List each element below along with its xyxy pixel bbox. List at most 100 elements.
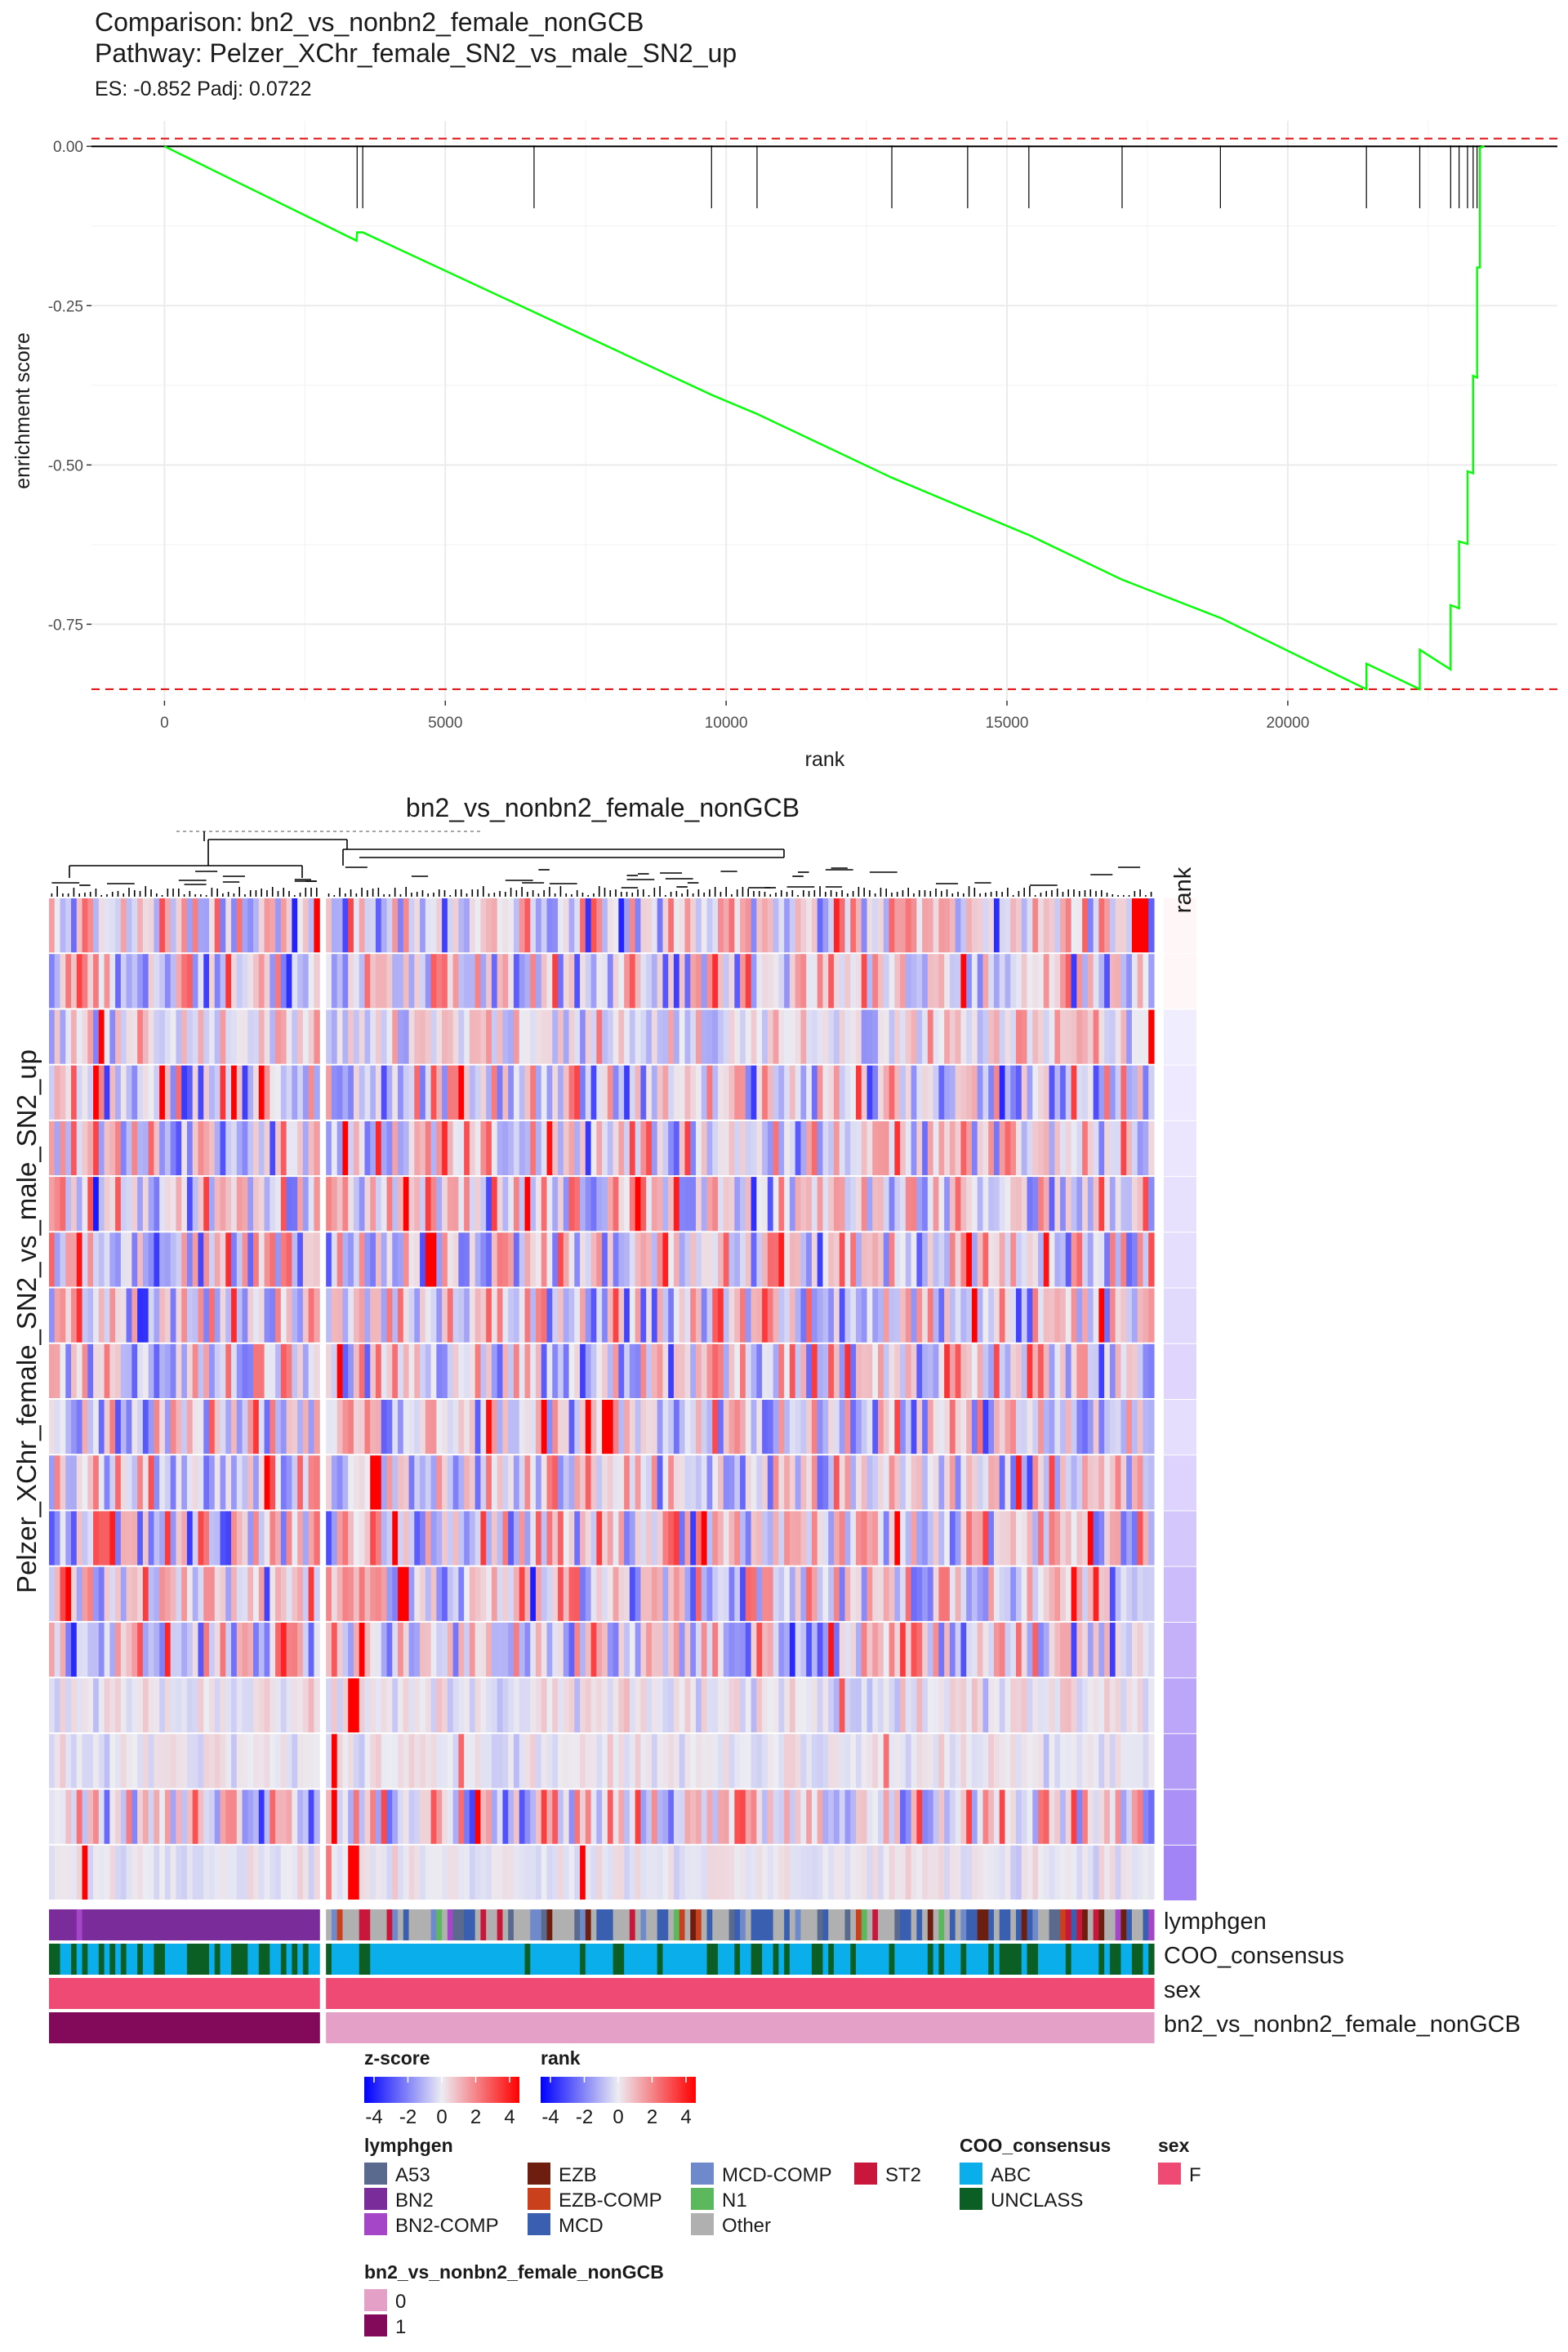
anno-coo-cell <box>856 1944 862 1975</box>
heatmap-cell <box>414 1734 421 1788</box>
heatmap-cell <box>186 1734 194 1788</box>
heatmap-cell <box>839 1120 846 1176</box>
heatmap-cell <box>469 1734 476 1788</box>
heatmap-cell <box>706 1288 713 1343</box>
heatmap-cell <box>927 1845 934 1900</box>
anno-sex-cell <box>651 1978 658 2009</box>
heatmap-cell <box>458 1120 465 1176</box>
heatmap-cell <box>247 954 254 1009</box>
heatmap-cell <box>1021 1678 1028 1733</box>
anno-sex-cell <box>800 1978 807 2009</box>
anno-coo-cell <box>258 1944 265 1975</box>
heatmap-cell <box>856 1566 862 1621</box>
heatmap-cell <box>536 1177 542 1232</box>
heatmap-cell <box>789 1455 796 1510</box>
heatmap-cell <box>546 1065 553 1120</box>
heatmap-cell <box>778 1845 785 1900</box>
heatmap-cell <box>109 1288 116 1343</box>
anno-lymphgen-cell <box>856 1909 862 1940</box>
anno-sex-cell <box>480 1978 487 2009</box>
anno-lymphgen-cell <box>646 1909 653 1940</box>
heatmap-cell <box>302 1511 310 1566</box>
anno-group-cell <box>154 2012 160 2043</box>
heatmap-cell <box>949 1622 956 1677</box>
heatmap-cell <box>154 1845 160 1900</box>
heatmap-cell <box>115 1678 122 1733</box>
heatmap-cell <box>668 1343 675 1398</box>
heatmap-cell <box>1071 1734 1077 1788</box>
heatmap-cell <box>844 1734 851 1788</box>
heatmap-cell <box>242 1288 248 1343</box>
heatmap-cell <box>568 1065 575 1120</box>
heatmap-cell <box>142 1343 149 1398</box>
heatmap-cell <box>1065 1789 1072 1844</box>
heatmap-cell <box>982 1400 989 1454</box>
heatmap-cell <box>336 1232 344 1287</box>
heatmap-cell <box>844 1232 851 1287</box>
heatmap-cell <box>806 1511 813 1566</box>
rank-cell <box>1164 1622 1196 1678</box>
heatmap-cell <box>508 1009 514 1064</box>
heatmap-cell <box>960 1511 967 1566</box>
heatmap-cell <box>822 1789 829 1844</box>
heatmap-cell <box>154 1678 160 1733</box>
heatmap-cell <box>905 1232 912 1287</box>
heatmap-cell <box>308 1400 315 1454</box>
heatmap-cell <box>784 1232 791 1287</box>
heatmap-cell <box>883 898 890 953</box>
anno-lymphgen-cell <box>993 1909 1000 1940</box>
heatmap-cell <box>894 1288 901 1343</box>
heatmap-cell <box>922 1288 929 1343</box>
anno-lymphgen-cell <box>198 1909 204 1940</box>
heatmap-cell <box>286 1288 292 1343</box>
heatmap-cell <box>342 1177 349 1232</box>
heatmap-cell <box>718 1009 724 1064</box>
heatmap-cell <box>164 954 172 1009</box>
heatmap-cell <box>712 954 719 1009</box>
heatmap-cell <box>420 1009 426 1064</box>
heatmap-cell <box>922 1622 929 1677</box>
heatmap-cell <box>275 1232 282 1287</box>
anno-group-cell <box>784 2012 791 2043</box>
heatmap-cell <box>706 1065 713 1120</box>
heatmap-cell <box>115 1288 122 1343</box>
anno-coo-cell <box>712 1944 719 1975</box>
heatmap-cell <box>148 1734 155 1788</box>
legend-label: EZB-COMP <box>559 2189 662 2212</box>
anno-sex-cell <box>728 1978 735 2009</box>
heatmap-cell <box>65 1511 72 1566</box>
heatmap-cell <box>131 1734 138 1788</box>
heatmap-cell <box>756 1678 763 1733</box>
anno-coo-cell <box>668 1944 675 1975</box>
plot-title: Comparison: bn2_vs_nonbn2_female_nonGCB <box>95 7 644 37</box>
anno-group-cell <box>861 2012 868 2043</box>
heatmap-cell <box>1049 1678 1055 1733</box>
heatmap-cell <box>436 1511 443 1566</box>
heatmap-cell <box>292 1232 298 1287</box>
heatmap-cell <box>474 1455 482 1510</box>
heatmap-cell <box>275 1622 282 1677</box>
heatmap-cell <box>563 1400 570 1454</box>
heatmap-cell <box>590 1065 597 1120</box>
heatmap-cell <box>789 898 796 953</box>
heatmap-cell <box>414 1120 421 1176</box>
heatmap-cell <box>1032 1566 1039 1621</box>
heatmap-cell <box>203 1177 210 1232</box>
heatmap-cell <box>629 1511 636 1566</box>
heatmap-cell <box>1131 1288 1138 1343</box>
heatmap-cell <box>558 1065 564 1120</box>
heatmap-cell <box>497 1343 504 1398</box>
heatmap-cell <box>398 1177 404 1232</box>
anno-sex-cell <box>342 1978 349 2009</box>
heatmap-cell <box>502 1455 509 1510</box>
heatmap-cell <box>154 1288 160 1343</box>
heatmap-cell <box>297 1065 304 1120</box>
heatmap-cell <box>203 1455 210 1510</box>
anno-group-cell <box>1148 2012 1155 2043</box>
anno-lymphgen-cell <box>464 1909 470 1940</box>
heatmap-cell <box>541 1177 548 1232</box>
heatmap-cell <box>966 1009 973 1064</box>
heatmap-cell <box>82 1622 88 1677</box>
anno-coo-cell <box>590 1944 597 1975</box>
heatmap-cell <box>651 1120 658 1176</box>
